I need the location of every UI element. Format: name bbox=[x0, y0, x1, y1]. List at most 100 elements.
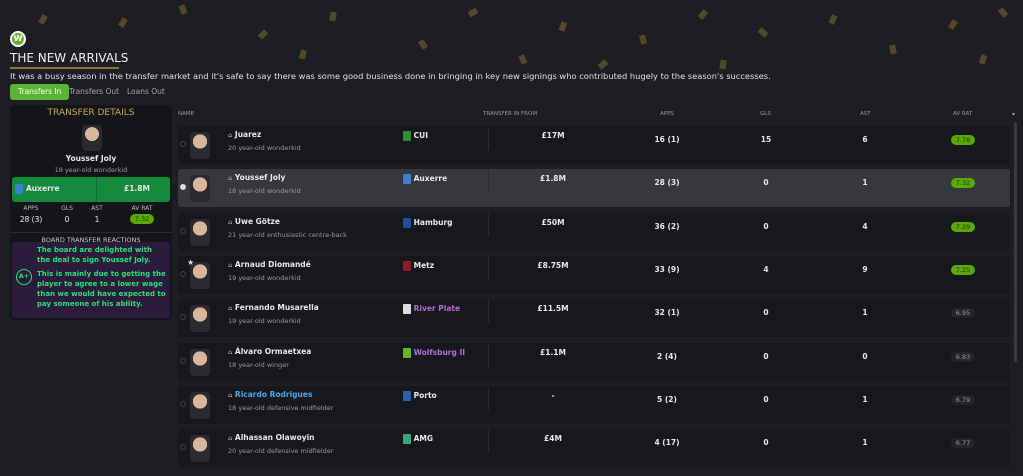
panel-title: TRANSFER DETAILS bbox=[47, 108, 135, 118]
player-name-text[interactable]: Uwe Götze bbox=[234, 216, 280, 226]
table-row[interactable]: ⌂ Álvaro Ormaetxea 18 year-old winger Wo… bbox=[178, 342, 1010, 381]
apps-value: 28 (3) bbox=[654, 178, 680, 188]
table-row[interactable]: ⌂ Youssef Joly 18 year-old wonderkid Aux… bbox=[178, 169, 1010, 208]
apps-value: 36 (2) bbox=[654, 221, 680, 231]
table-row[interactable]: ⌂ Juarez 20 year-old wonderkid CUI £17M … bbox=[178, 126, 1010, 164]
player-icon: ⌂ bbox=[228, 435, 233, 443]
row-select-radio[interactable] bbox=[180, 400, 186, 407]
club-link[interactable]: Porto bbox=[403, 390, 437, 401]
confetti-piece bbox=[257, 29, 269, 40]
reaction-text-1: The board are delighted with the deal to… bbox=[37, 246, 153, 264]
player-name[interactable]: ⌂ Fernando Musarella bbox=[228, 303, 319, 312]
player-name[interactable]: Youssef Joly bbox=[65, 154, 117, 163]
row-select-radio[interactable] bbox=[180, 270, 186, 277]
player-name[interactable]: ⌂ Arnaud Diomandé bbox=[228, 260, 311, 269]
column-header-gls[interactable]: GLS bbox=[760, 111, 771, 117]
club-name[interactable]: Wolfsburg II bbox=[413, 347, 466, 357]
club-name[interactable]: AMG bbox=[413, 434, 434, 444]
club-badge-icon bbox=[15, 184, 23, 194]
goals-value: 0 bbox=[763, 438, 769, 448]
player-description: 18 year-old winger bbox=[228, 360, 289, 369]
column-header-apps[interactable]: APPS bbox=[660, 111, 674, 117]
divider bbox=[488, 127, 489, 150]
stat-label-ast: AST bbox=[91, 205, 103, 212]
page-description: It was a busy season in the transfer mar… bbox=[10, 71, 771, 81]
transfer-fee: £8.75M bbox=[537, 260, 569, 270]
column-header-transfer-from[interactable]: TRANSFER IN FROM bbox=[483, 111, 538, 117]
club-link[interactable]: Wolfsburg II bbox=[403, 347, 466, 358]
confetti-piece bbox=[757, 27, 769, 38]
club-name[interactable]: Auxerre bbox=[26, 184, 60, 193]
player-description: 20 year-old defensive midfielder bbox=[228, 447, 334, 456]
club-link[interactable]: Hamburg bbox=[403, 217, 453, 228]
confetti-piece bbox=[697, 9, 709, 20]
confetti-piece bbox=[417, 39, 429, 50]
column-header-avrat[interactable]: AV RAT bbox=[953, 111, 973, 117]
divider bbox=[488, 213, 489, 237]
player-name[interactable]: ⌂ Alhassan Olawoyin bbox=[228, 433, 315, 442]
transfer-fee: £1.8M bbox=[124, 184, 150, 193]
club-badge-icon bbox=[403, 217, 411, 228]
table-row[interactable]: ⌂ Uwe Götze 21 year-old enthusiastic cen… bbox=[178, 212, 1010, 251]
divider bbox=[488, 430, 489, 454]
player-name-text[interactable]: Arnaud Diomandé bbox=[234, 259, 311, 269]
club-name[interactable]: Auxerre bbox=[413, 174, 448, 184]
player-name-text[interactable]: Youssef Joly bbox=[234, 173, 286, 183]
club-badge-icon bbox=[403, 434, 411, 445]
player-icon: ⌂ bbox=[228, 305, 233, 313]
club-name[interactable]: River Plate bbox=[413, 304, 461, 314]
avg-rating-badge: 7.25 bbox=[950, 264, 976, 275]
club-link[interactable]: AMG bbox=[403, 434, 434, 445]
scrollbar[interactable] bbox=[1014, 122, 1017, 362]
avg-rating-badge: 6.83 bbox=[950, 351, 976, 362]
goals-value: 0 bbox=[763, 221, 769, 231]
table-row[interactable]: ⌂ Ricardo Rodrigues 18 year-old defensiv… bbox=[178, 385, 1010, 424]
table-row[interactable]: ★ ⌂ Arnaud Diomandé 19 year-old wonderki… bbox=[178, 255, 1010, 294]
stat-avrat: 7.32 bbox=[129, 214, 155, 224]
club-name[interactable]: CUI bbox=[413, 131, 429, 140]
club-name[interactable]: Hamburg bbox=[413, 217, 453, 227]
club-link[interactable]: Auxerre bbox=[403, 174, 448, 185]
row-select-radio[interactable] bbox=[180, 357, 186, 364]
club-badge-icon bbox=[403, 174, 411, 185]
transfer-fee: £17M bbox=[541, 131, 565, 140]
club-link[interactable]: River Plate bbox=[403, 304, 461, 315]
table-row[interactable]: ⌂ Fernando Musarella 19 year-old wonderk… bbox=[178, 299, 1010, 338]
player-name[interactable]: ⌂ Youssef Joly bbox=[228, 173, 285, 182]
player-name-text[interactable]: Ricardo Rodrigues bbox=[234, 389, 313, 399]
player-name[interactable]: ⌂ Ricardo Rodrigues bbox=[228, 390, 312, 399]
title-underline bbox=[10, 67, 119, 69]
tab-transfers-in[interactable]: Transfers In bbox=[10, 84, 70, 100]
player-name-text[interactable]: Alhassan Olawoyin bbox=[234, 433, 315, 443]
player-description: 19 year-old wonderkid bbox=[228, 273, 301, 282]
transfer-fee: £1.8M bbox=[540, 174, 566, 184]
transfer-fee: £4M bbox=[544, 434, 562, 444]
club-name[interactable]: Porto bbox=[413, 390, 437, 400]
row-select-radio[interactable] bbox=[180, 314, 186, 321]
column-header-name[interactable]: NAME bbox=[178, 111, 195, 117]
player-name-text[interactable]: Juarez bbox=[234, 130, 262, 139]
player-name[interactable]: ⌂ Juarez bbox=[228, 130, 261, 139]
avg-rating-badge: 6.95 bbox=[950, 308, 976, 319]
player-name[interactable]: ⌂ Uwe Götze bbox=[228, 217, 280, 226]
row-select-radio[interactable] bbox=[180, 184, 186, 191]
tab-transfers-out[interactable]: Transfers Out bbox=[69, 87, 120, 96]
divider bbox=[488, 343, 489, 367]
club-link[interactable]: Metz bbox=[403, 260, 435, 271]
club-name[interactable]: Metz bbox=[413, 260, 435, 270]
player-name[interactable]: ⌂ Álvaro Ormaetxea bbox=[228, 347, 311, 356]
table-row[interactable]: ⌂ Alhassan Olawoyin 20 year-old defensiv… bbox=[178, 429, 1010, 468]
tab-loans-out[interactable]: Loans Out bbox=[127, 87, 165, 96]
row-select-radio[interactable] bbox=[180, 227, 186, 234]
confetti-piece bbox=[597, 59, 609, 70]
confetti-piece bbox=[178, 4, 188, 15]
club-link[interactable]: CUI bbox=[403, 131, 428, 141]
row-select-radio[interactable] bbox=[180, 444, 186, 451]
sort-chevron-icon[interactable]: ▾ bbox=[1012, 111, 1016, 118]
column-header-ast[interactable]: AST bbox=[860, 111, 871, 117]
row-select-radio[interactable] bbox=[180, 141, 186, 147]
apps-value: 32 (1) bbox=[654, 308, 680, 318]
grade-badge: A+ bbox=[16, 269, 32, 285]
player-name-text[interactable]: Álvaro Ormaetxea bbox=[234, 346, 312, 356]
player-name-text[interactable]: Fernando Musarella bbox=[234, 303, 319, 313]
